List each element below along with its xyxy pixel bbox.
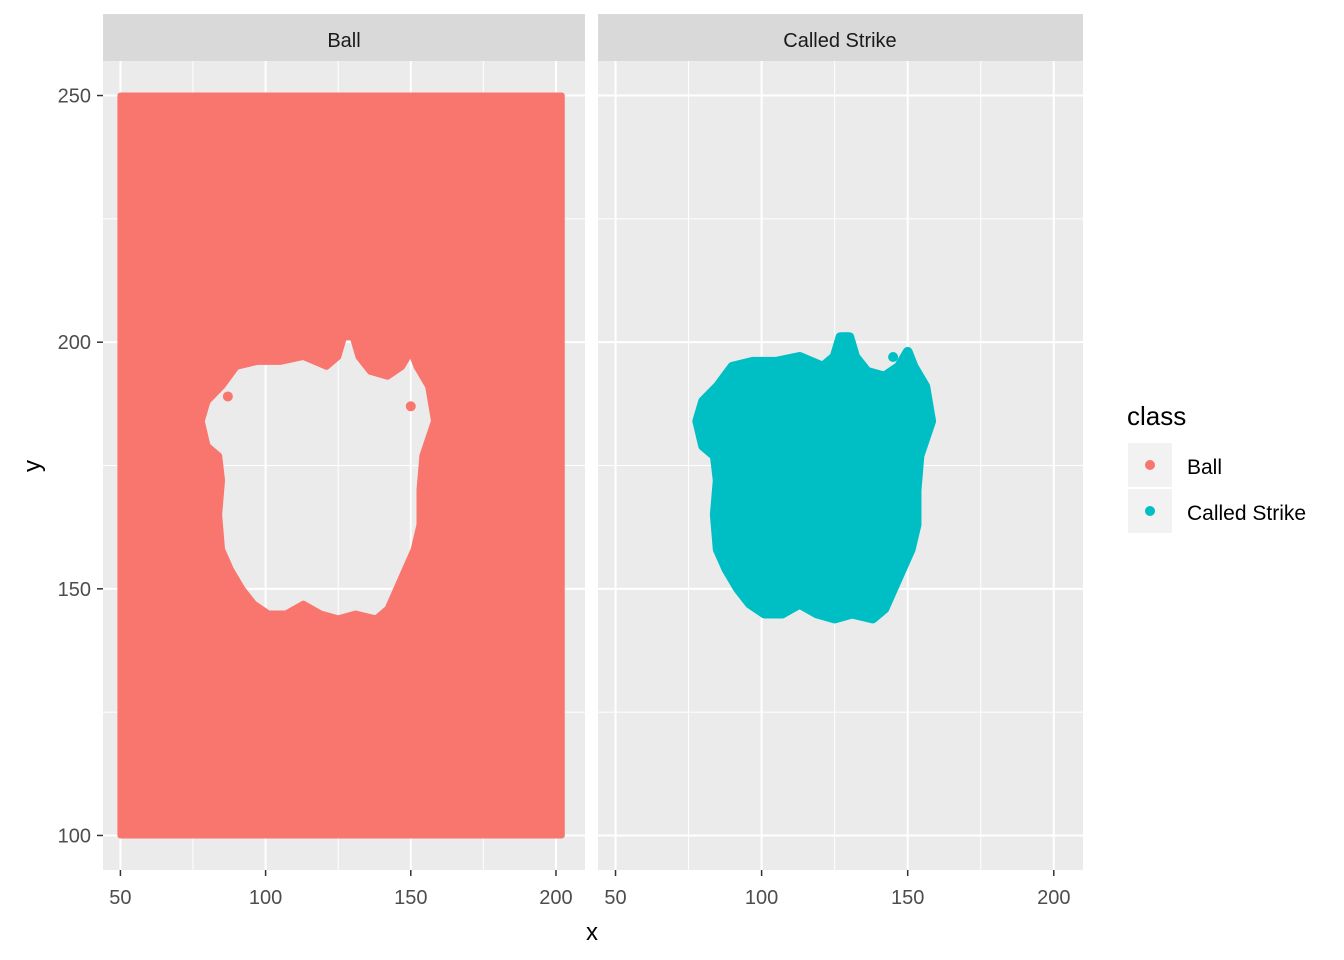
legend-title: class	[1127, 401, 1186, 431]
legend-entry-ball: Ball	[1128, 443, 1222, 487]
y-tick-label: 150	[58, 579, 91, 601]
x-tick-label: 150	[891, 887, 924, 909]
x-tick-label: 150	[394, 887, 427, 909]
x-tick-label: 200	[539, 887, 572, 909]
called-strike-point	[841, 332, 852, 343]
x-axis-ball: 50 100 150 200	[109, 870, 573, 909]
x-axis-title: x	[586, 919, 598, 946]
x-tick-label: 100	[745, 887, 778, 909]
points-called-strike	[692, 332, 937, 624]
called-strike-point	[853, 361, 864, 372]
ball-point	[222, 391, 233, 402]
x-tick-label: 50	[109, 887, 131, 909]
y-tick-label: 200	[58, 332, 91, 354]
points-ball	[117, 92, 565, 839]
facet-strip-ball	[103, 14, 585, 61]
legend-key-dot-ball	[1145, 460, 1155, 470]
facet-panel-ball: Ball 100 150 200 250 50 100 150 200	[58, 14, 585, 909]
facet-strip-called-strike	[598, 14, 1083, 61]
legend-label-called-strike: Called Strike	[1187, 502, 1306, 525]
facet-label-ball: Ball	[327, 30, 360, 52]
legend: class Ball Called Strike	[1127, 401, 1306, 533]
called-strike-point	[902, 347, 913, 358]
x-tick-label: 200	[1037, 887, 1070, 909]
x-axis-called-strike: 50 100 150 200	[604, 870, 1070, 909]
facet-label-called-strike: Called Strike	[783, 30, 896, 52]
ball-point	[405, 401, 416, 412]
legend-key-dot-called-strike	[1145, 506, 1155, 516]
called-strike-region-points	[692, 332, 937, 624]
legend-entry-called-strike: Called Strike	[1128, 489, 1306, 533]
x-tick-label: 100	[249, 887, 282, 909]
facet-panel-called-strike: Called Strike 50 100 150 200	[598, 14, 1083, 909]
legend-label-ball: Ball	[1187, 456, 1222, 479]
y-tick-label: 100	[58, 825, 91, 847]
x-tick-label: 50	[604, 887, 626, 909]
y-axis-title: y	[19, 460, 46, 472]
ball-region-points	[117, 92, 565, 839]
y-tick-label: 250	[58, 86, 91, 108]
called-strike-point	[888, 351, 899, 362]
y-axis: 100 150 200 250	[58, 86, 103, 847]
